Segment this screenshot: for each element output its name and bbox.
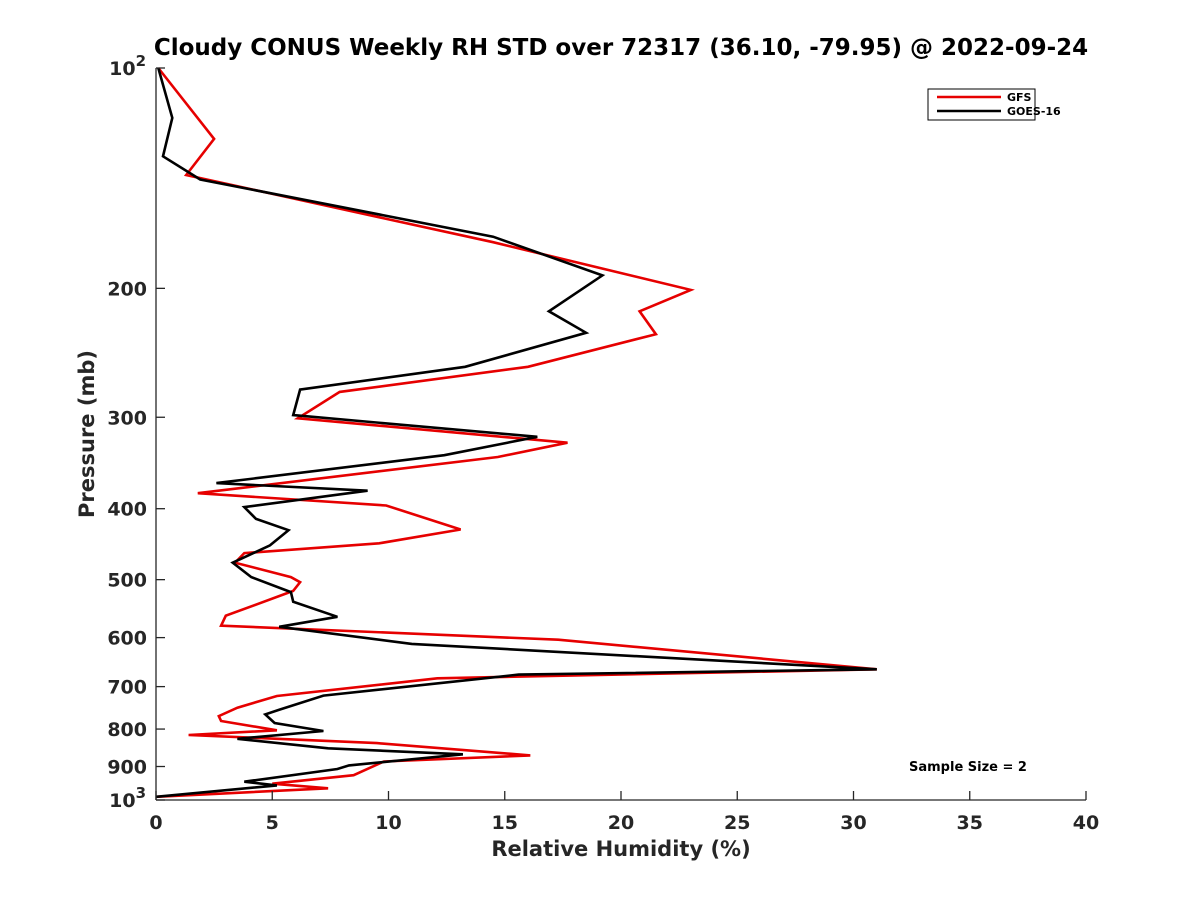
y-tick-label: 103 bbox=[109, 784, 146, 812]
y-tick-label: 700 bbox=[107, 677, 147, 699]
y-tick-label: 400 bbox=[107, 499, 147, 521]
legend-box bbox=[927, 88, 1036, 121]
legend-label-gfs: GFS bbox=[1007, 91, 1032, 104]
series-line-goes-16 bbox=[155, 67, 877, 799]
x-tick-label: 15 bbox=[492, 812, 518, 834]
y-tick-label: 300 bbox=[107, 407, 147, 429]
plot-series-group bbox=[155, 67, 877, 799]
x-tick-label: 5 bbox=[266, 812, 279, 834]
y-axis-label: Pressure (mb) bbox=[75, 350, 99, 518]
chart-title: Cloudy CONUS Weekly RH STD over 72317 (3… bbox=[154, 35, 1088, 61]
x-tick-label: 40 bbox=[1073, 812, 1099, 834]
x-tick-label: 20 bbox=[608, 812, 634, 834]
legend-label-goes-16: GOES-16 bbox=[1007, 105, 1061, 118]
y-tick-label: 600 bbox=[107, 628, 147, 650]
x-tick-label: 25 bbox=[724, 812, 750, 834]
y-axis-ticks: 102 200 300 400 500 600 700 800 900 103 bbox=[107, 52, 165, 812]
y-tick-label: 102 bbox=[109, 52, 146, 80]
sample-size-annotation: Sample Size = 2 bbox=[909, 760, 1027, 775]
y-tick-label: 900 bbox=[107, 757, 147, 779]
x-axis-ticks: 0 5 10 15 20 25 30 35 40 bbox=[149, 791, 1099, 834]
x-tick-label: 0 bbox=[149, 812, 162, 834]
x-axis-label: Relative Humidity (%) bbox=[491, 837, 750, 861]
x-tick-label: 35 bbox=[957, 812, 983, 834]
x-tick-label: 10 bbox=[375, 812, 401, 834]
y-tick-label: 500 bbox=[107, 570, 147, 592]
legend: GFS GOES-16 bbox=[927, 88, 1061, 121]
x-tick-label: 30 bbox=[840, 812, 866, 834]
y-tick-label: 800 bbox=[107, 719, 147, 741]
series-line-gfs bbox=[155, 67, 877, 799]
y-tick-label: 200 bbox=[107, 278, 147, 300]
